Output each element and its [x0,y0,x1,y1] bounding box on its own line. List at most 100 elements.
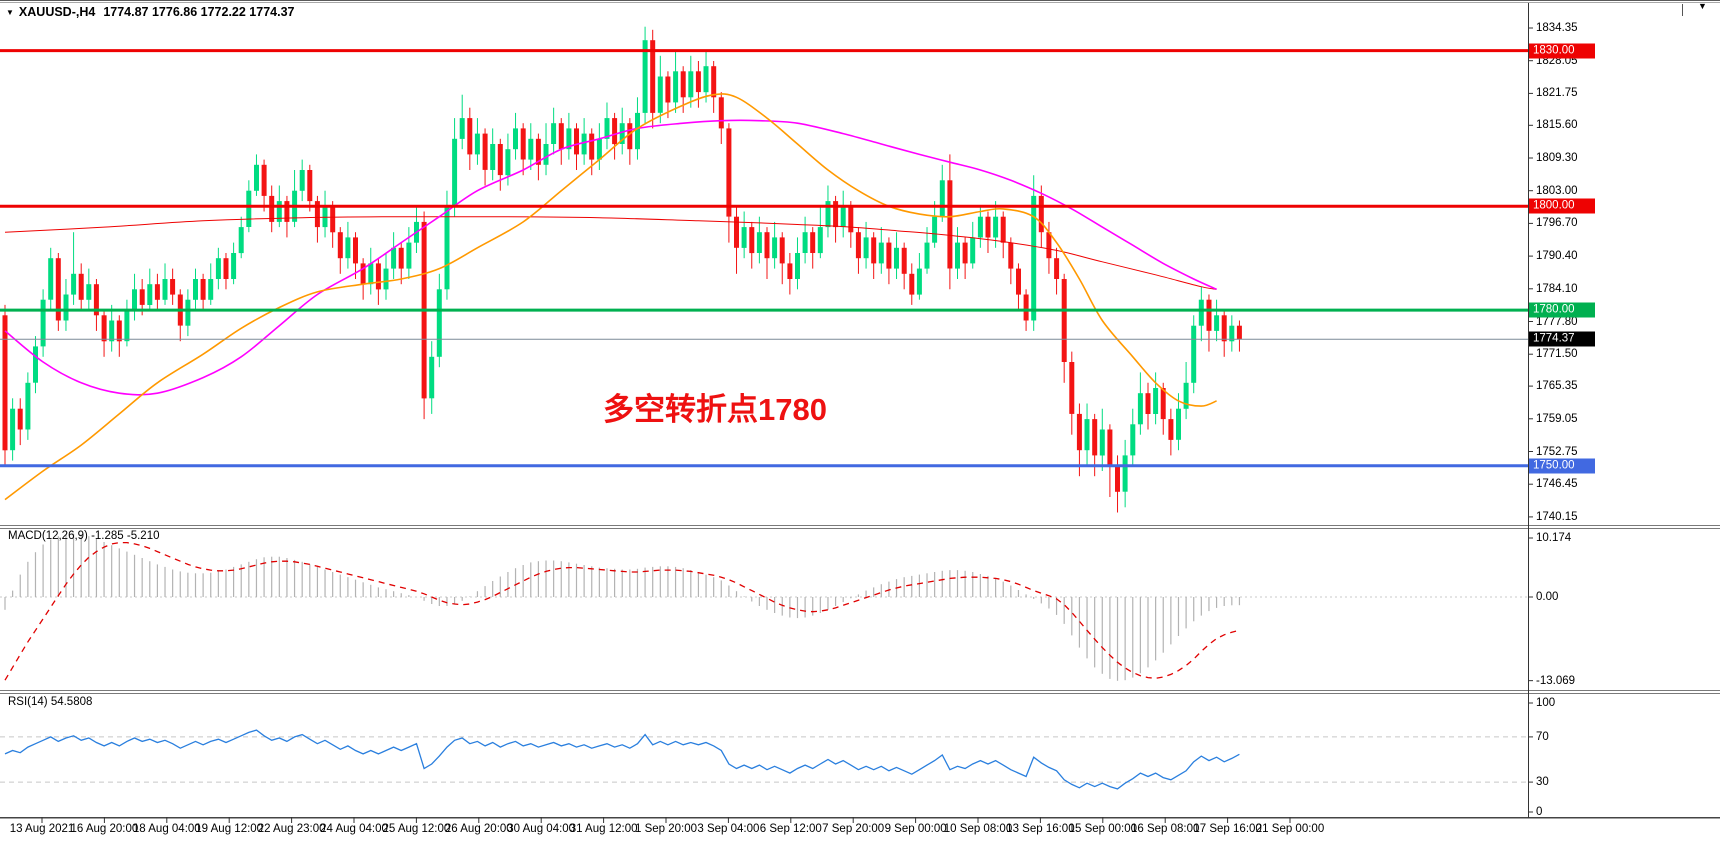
candle-body [459,118,465,139]
candle-body [1084,419,1090,451]
candle-body [802,232,808,253]
candle-body [1000,216,1006,243]
candle-body [1145,393,1151,414]
candle-body [932,216,938,243]
price-axis-scale-zone[interactable] [1529,4,1720,818]
candle-body [863,237,869,259]
current-price-badge: 1774.37 [1529,331,1595,347]
candle-body [612,118,618,145]
candle-body [734,216,739,248]
candle-body [795,253,800,279]
rsi-indicator-label: RSI(14) 54.5808 [8,696,93,708]
candle-body [383,268,389,290]
candle-body [520,128,526,160]
candle-body [1153,388,1159,414]
candle-body [17,408,23,430]
candle-body [1137,393,1143,425]
candle-body [307,170,313,202]
candle-body [779,237,785,264]
candle-body [124,310,130,342]
candle-body [825,201,831,228]
candle-body [10,408,16,451]
candle-body [215,258,221,279]
candle-body [474,133,480,155]
candle-body [886,242,892,269]
candle-body [337,232,343,259]
candle-body [63,294,69,321]
candle-body [1160,388,1166,420]
candle-body [840,206,846,228]
candle-body [1016,268,1021,295]
candle-body [1198,299,1204,326]
candle-body [551,123,557,144]
candle-body [513,128,518,150]
window-top-border [0,2,1720,3]
candle-body [1069,362,1075,414]
candle-body [680,71,686,98]
candle-body [261,164,267,196]
candle-body [467,118,473,155]
candle-body [391,247,397,269]
candle-body [116,320,122,342]
candle-body [673,71,679,103]
candle-body [1168,419,1174,440]
candle-body [238,227,244,254]
candle-body [375,263,381,290]
candle-body [330,206,336,233]
candle-body [993,216,999,238]
axis-corner-mark [1682,4,1683,16]
panel-separator [0,525,1720,526]
candle-body [604,118,610,139]
candle-body [2,315,8,451]
level-price-badge-1800[interactable]: 1800.00 [1529,198,1595,214]
level-price-badge-1750[interactable]: 1750.00 [1529,458,1595,474]
level-price-badge-1780[interactable]: 1780.00 [1529,302,1595,318]
candle-body [772,237,778,259]
candle-body [970,237,976,264]
candle-body [817,227,823,254]
candle-body [955,242,960,269]
candle-body [33,346,38,383]
candle-body [855,232,861,259]
candle-body [901,247,907,274]
candle-body [810,232,816,253]
candle-body [1130,424,1136,456]
candle-body [596,138,602,160]
candle-body [368,263,374,285]
candle-body [711,66,717,98]
chart-shift-icon[interactable]: ▼ [1698,1,1707,11]
candle-body [1176,408,1181,440]
chart-text-annotation[interactable]: 多空转折点1780 [603,392,827,427]
window-top-border [0,0,1720,1]
candle-body [208,279,214,300]
candle-body [1054,258,1060,279]
candle-body [505,149,511,176]
candle-body [627,123,633,150]
candle-body [86,284,92,300]
time-axis-scale-zone[interactable] [0,819,1528,841]
candle-body [284,201,290,222]
candle-body [665,76,671,103]
candle-body [1122,455,1128,492]
macd-signal-line [4,541,1240,681]
ma-fast-orange-line [4,93,1217,501]
level-price-badge-1830[interactable]: 1830.00 [1529,43,1595,59]
candle-body [657,76,663,113]
candle-body [40,299,46,347]
candle-body [749,227,755,254]
candle-body [909,273,915,295]
candle-body [55,258,61,321]
symbol-dropdown-icon[interactable]: ▼ [6,8,14,17]
candle-body [444,206,450,290]
candle-body [269,195,275,222]
rsi-line [4,729,1240,790]
candle-body [1221,315,1227,342]
candle-body [254,164,259,191]
candle-body [185,299,191,326]
candle-body [1183,382,1189,409]
candle-body [756,232,762,253]
candle-body [916,268,922,295]
candle-body [139,289,145,305]
